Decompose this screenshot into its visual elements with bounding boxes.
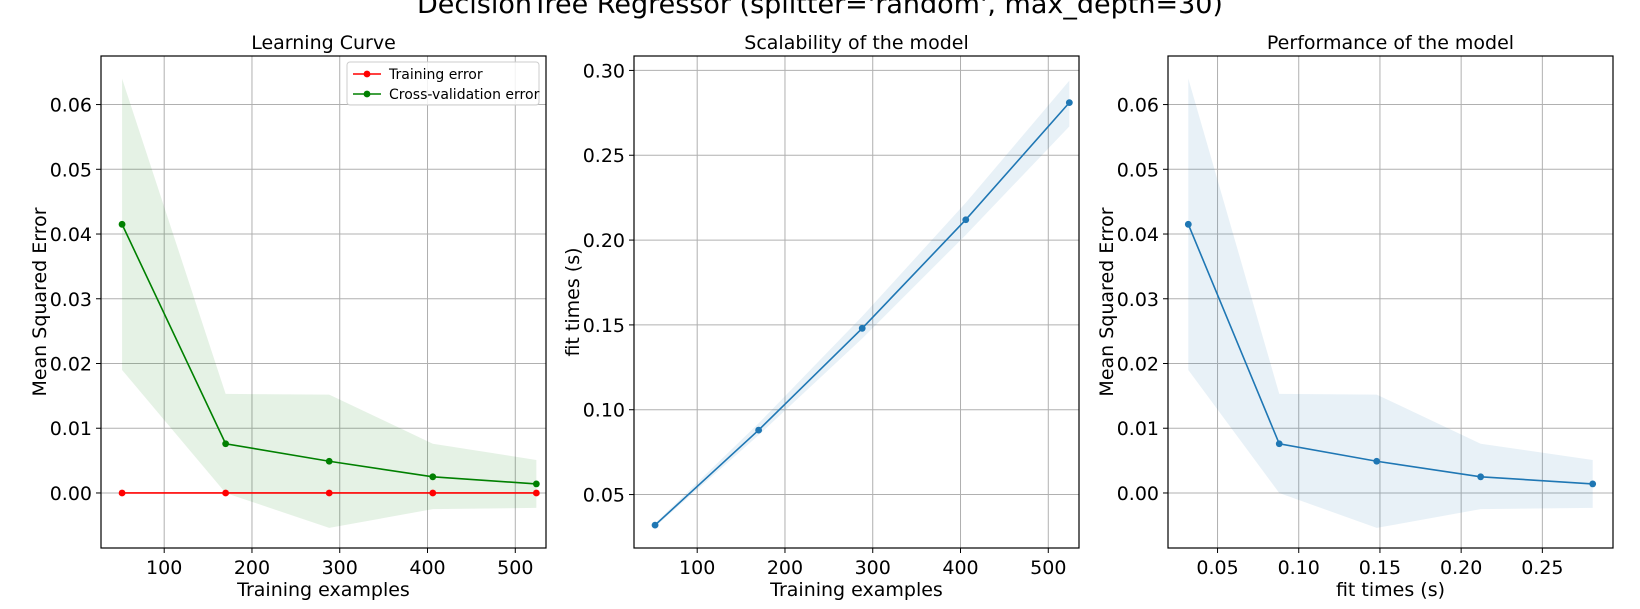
legend: Training error Cross-validation error: [346, 61, 540, 106]
y-tick-label: 0.03: [1117, 289, 1159, 311]
data-point: [118, 489, 126, 497]
y-tick-label: 0.06: [1117, 95, 1159, 117]
data-point: [118, 220, 126, 228]
y-axis-label: Mean Squared Error: [1096, 207, 1118, 396]
x-axis-label: Training examples: [769, 579, 943, 601]
x-tick-label: 0.20: [1440, 557, 1482, 579]
data-point: [858, 324, 866, 332]
legend-label: Cross-validation error: [389, 87, 540, 103]
y-tick-label: 0.04: [1117, 224, 1159, 246]
data-point: [222, 440, 230, 448]
legend-label: Training error: [388, 67, 483, 83]
chart-title: Performance of the model: [1267, 32, 1514, 54]
data-point: [532, 480, 540, 488]
y-axis-label: Mean Squared Error: [29, 207, 51, 396]
x-tick-label: 0.15: [1359, 557, 1401, 579]
y-tick-label: 0.01: [50, 418, 92, 440]
legend-frame: [346, 61, 540, 106]
series-band-1: [655, 80, 1070, 527]
data-point: [222, 489, 230, 497]
x-axis-label: Training examples: [236, 579, 410, 601]
data-point: [1373, 457, 1381, 465]
x-tick-label: 100: [146, 557, 182, 579]
chart-panel-1: 100 200 300 400 500 0.00 0.01 0.02 0.03 0.04 0.05 0…: [29, 32, 547, 601]
chart-panel-2: 100 200 300 400 500 0.05 0.10 0.15 0.20 0.25 0.30 S…: [562, 32, 1080, 601]
chart-panel-3: 0.05 0.10 0.15 0.20 0.25 0.00 0.01 0.02 0.03 0.04…: [1096, 32, 1614, 601]
data-point: [1065, 99, 1073, 107]
x-tick-label: 200: [767, 557, 803, 579]
x-tick-label: 0.10: [1278, 557, 1320, 579]
data-point: [651, 521, 659, 529]
data-point: [1184, 220, 1192, 228]
x-tick-label: 0.25: [1521, 557, 1563, 579]
y-tick-label: 0.05: [50, 159, 92, 181]
x-tick-label: 400: [409, 557, 445, 579]
y-tick-label: 0.06: [50, 95, 92, 117]
x-tick-label: 300: [855, 557, 891, 579]
y-tick-label: 0.02: [50, 354, 92, 376]
y-tick-label: 0.10: [583, 400, 625, 422]
x-tick-label: 400: [942, 557, 978, 579]
y-axis-label: fit times (s): [562, 247, 584, 356]
data-point: [1275, 440, 1283, 448]
y-tick-label: 0.00: [50, 483, 92, 505]
x-tick-label: 0.05: [1196, 557, 1238, 579]
data-point: [429, 473, 437, 481]
data-point: [962, 216, 970, 224]
data-point: [532, 489, 540, 497]
y-tick-label: 0.02: [1117, 354, 1159, 376]
data-point: [325, 489, 333, 497]
data-point: [1477, 473, 1485, 481]
x-tick-label: 500: [1030, 557, 1066, 579]
data-point: [429, 489, 437, 497]
y-tick-label: 0.03: [50, 289, 92, 311]
y-tick-label: 0.20: [583, 230, 625, 252]
axes-frame: [100, 55, 547, 549]
y-tick-label: 0.15: [583, 315, 625, 337]
x-tick-label: 100: [679, 557, 715, 579]
data-point: [325, 457, 333, 465]
y-tick-label: 0.30: [583, 60, 625, 82]
chart-title: Learning Curve: [251, 32, 396, 54]
data-point: [755, 426, 763, 434]
legend-swatch-marker: [363, 70, 371, 78]
series-band-2: [122, 78, 537, 528]
chart-title: Scalability of the model: [744, 32, 968, 54]
axes-frame: [633, 55, 1080, 549]
y-tick-label: 0.05: [583, 485, 625, 507]
y-tick-label: 0.05: [1117, 159, 1159, 181]
x-axis-label: fit times (s): [1336, 579, 1445, 601]
series-band-1: [1188, 78, 1593, 528]
x-tick-label: 200: [234, 557, 270, 579]
y-tick-label: 0.25: [583, 145, 625, 167]
figure-suptitle: DecisionTree Regressor (splitter='random…: [417, 0, 1223, 20]
legend-swatch-marker: [363, 90, 371, 98]
axes-frame: [1167, 55, 1614, 549]
data-point: [1589, 480, 1597, 488]
x-tick-label: 500: [497, 557, 533, 579]
x-tick-label: 300: [322, 557, 358, 579]
y-tick-label: 0.00: [1117, 483, 1159, 505]
y-tick-label: 0.04: [50, 224, 92, 246]
y-tick-label: 0.01: [1117, 418, 1159, 440]
